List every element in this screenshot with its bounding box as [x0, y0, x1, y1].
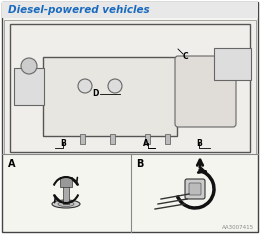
FancyBboxPatch shape: [2, 2, 258, 18]
Ellipse shape: [58, 201, 74, 206]
FancyBboxPatch shape: [175, 56, 236, 127]
FancyBboxPatch shape: [189, 183, 201, 195]
Text: B: B: [136, 159, 143, 169]
Bar: [165, 134, 170, 144]
FancyBboxPatch shape: [2, 2, 258, 232]
Circle shape: [108, 79, 122, 93]
FancyBboxPatch shape: [60, 177, 72, 187]
FancyBboxPatch shape: [185, 179, 205, 199]
Text: AA3007415: AA3007415: [222, 225, 254, 230]
Text: A: A: [143, 139, 149, 148]
Bar: [110, 134, 115, 144]
Text: A: A: [8, 159, 16, 169]
Text: B: B: [196, 139, 202, 148]
Text: B: B: [60, 139, 66, 148]
Ellipse shape: [52, 200, 80, 208]
Text: Diesel-powered vehicles: Diesel-powered vehicles: [8, 5, 149, 15]
Bar: [145, 134, 150, 144]
Circle shape: [78, 79, 92, 93]
Circle shape: [21, 58, 37, 74]
Bar: [10, 24, 250, 152]
FancyBboxPatch shape: [14, 68, 44, 105]
Text: D: D: [92, 89, 98, 99]
Bar: [63, 184, 69, 204]
Bar: [80, 134, 85, 144]
FancyBboxPatch shape: [43, 57, 177, 136]
Text: C: C: [183, 52, 188, 61]
FancyBboxPatch shape: [214, 48, 251, 80]
FancyBboxPatch shape: [4, 20, 256, 154]
